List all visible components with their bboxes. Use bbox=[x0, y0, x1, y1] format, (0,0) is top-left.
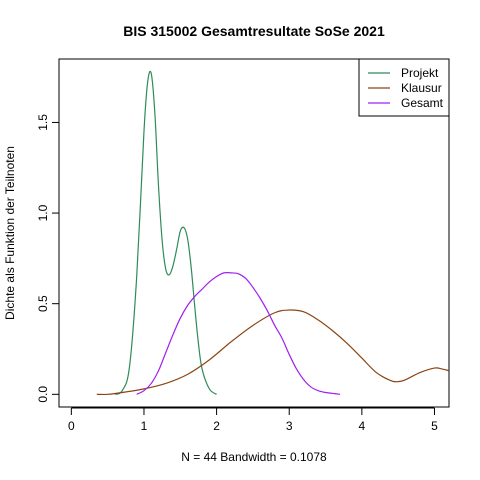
y-tick-label: 1.5 bbox=[36, 114, 50, 131]
legend-label-gesamt: Gesamt bbox=[401, 96, 444, 110]
x-tick-label: 3 bbox=[286, 419, 293, 433]
x-tick-label: 2 bbox=[213, 419, 220, 433]
x-tick-label: 4 bbox=[359, 419, 366, 433]
legend-label-projekt: Projekt bbox=[401, 66, 439, 80]
x-axis-label: N = 44 Bandwidth = 0.1078 bbox=[181, 450, 327, 464]
y-axis-label: Dichte als Funktion der Teilnoten bbox=[3, 146, 17, 320]
y-tick-label: 0.0 bbox=[36, 386, 50, 403]
x-tick-label: 0 bbox=[68, 419, 75, 433]
x-tick-label: 5 bbox=[431, 419, 438, 433]
x-axis: 0 1 2 3 4 5 bbox=[68, 407, 438, 433]
series-line-gesamt bbox=[136, 271, 341, 395]
y-tick-label: 1.0 bbox=[36, 204, 50, 221]
y-axis: 0.0 0.5 1.0 1.5 bbox=[36, 114, 60, 403]
series-line-klausur bbox=[96, 309, 449, 396]
y-tick-label: 0.5 bbox=[36, 295, 50, 312]
chart-title: BIS 315002 Gesamtresultate SoSe 2021 bbox=[123, 23, 385, 39]
series-lines bbox=[96, 70, 449, 396]
series-line-projekt bbox=[114, 70, 217, 395]
x-tick-label: 1 bbox=[141, 419, 148, 433]
legend-label-klausur: Klausur bbox=[401, 81, 442, 95]
